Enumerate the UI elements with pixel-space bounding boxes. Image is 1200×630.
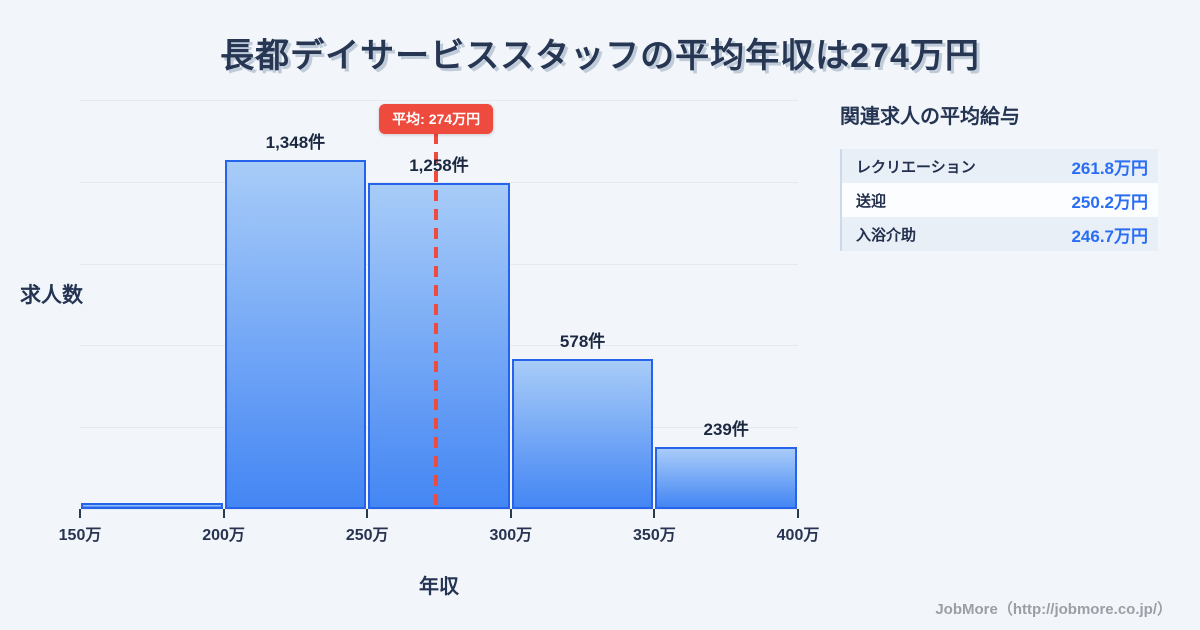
job-salary-value: 246.7万円 xyxy=(1071,226,1148,246)
x-axis-tick-label: 150万 xyxy=(58,527,102,544)
list-item: 送迎 250.2万円 xyxy=(842,183,1158,217)
job-salary-value: 250.2万円 xyxy=(1071,192,1148,212)
job-type-label: 送迎 xyxy=(856,192,887,210)
job-type-label: 入浴介助 xyxy=(856,226,917,244)
x-axis-tick-label: 350万 xyxy=(633,527,676,544)
y-axis-label: 求人数 xyxy=(20,284,83,307)
related-jobs-heading: 関連求人の平均給与 xyxy=(840,106,1020,128)
job-salary-value: 261.8万円 xyxy=(1071,158,1148,178)
x-axis-tick xyxy=(509,509,512,518)
bar-value-label: 1,258件 xyxy=(409,156,469,176)
gridline xyxy=(80,181,798,183)
related-jobs-list: レクリエーション 261.8万円 送迎 250.2万円 入浴介助 246.7万円 xyxy=(840,149,1158,251)
list-item: レクリエーション 261.8万円 xyxy=(842,149,1158,183)
x-axis-tick xyxy=(797,509,799,518)
page-title: 長都デイサービススタッフの平均年収は274万円 xyxy=(220,37,980,75)
x-axis-tick xyxy=(366,509,369,518)
histogram-bar xyxy=(224,160,367,509)
related-jobs-panel: 関連求人の平均給与 レクリエーション 261.8万円 送迎 250.2万円 入浴… xyxy=(840,100,1158,251)
x-axis-tick xyxy=(222,509,225,518)
gridline xyxy=(80,509,798,510)
bar-value-label: 578件 xyxy=(559,332,606,352)
x-axis-tick-label: 250万 xyxy=(345,527,389,544)
x-axis-tick-label: 300万 xyxy=(489,527,533,544)
list-item: 入浴介助 246.7万円 xyxy=(842,217,1158,251)
bar-value-label: 1,348件 xyxy=(265,133,326,153)
histogram-plot-area: 平均: 274万円 1,348件 1,258件 578件 239件 150万 200万 25… xyxy=(59,100,819,544)
average-salary-badge: 平均: 274万円 xyxy=(379,104,494,134)
bar-value-label: 239件 xyxy=(703,420,749,440)
gridline xyxy=(80,100,798,101)
x-axis-tick-label: 400万 xyxy=(776,527,820,544)
histogram-bar xyxy=(81,502,223,509)
histogram-bar xyxy=(368,183,510,509)
histogram-bar xyxy=(511,359,654,509)
site-credit: JobMore（http://jobmore.co.jp/） xyxy=(935,601,1172,618)
job-type-label: レクリエーション xyxy=(856,158,976,176)
average-salary-dashed-line xyxy=(434,133,439,509)
x-axis-label: 年収 xyxy=(419,576,459,598)
x-axis-tick xyxy=(79,509,81,518)
x-axis-tick xyxy=(653,509,656,518)
histogram-bar xyxy=(655,447,797,509)
x-axis-tick-label: 200万 xyxy=(202,527,245,544)
